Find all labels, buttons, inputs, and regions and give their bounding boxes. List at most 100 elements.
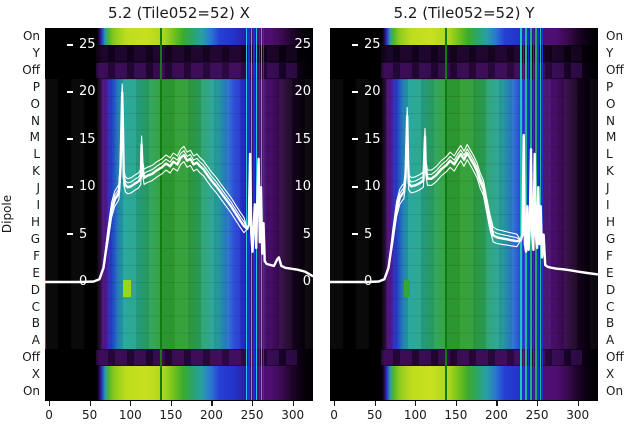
x-axis-right: 0 50 100 150 200 250 300 xyxy=(330,400,598,430)
dipole-label: N xyxy=(606,113,615,128)
inner-tick-label-right: 0 xyxy=(302,274,311,289)
dipole-label: E xyxy=(606,265,614,280)
heatmap-panel-x: 25 25 20 20 15 15 10 10 5 5 0 0 xyxy=(45,28,313,401)
inner-tick-label: 25 xyxy=(364,37,381,52)
dipole-label: G xyxy=(30,231,40,246)
dipole-label: Off xyxy=(22,62,40,77)
dipole-label: On xyxy=(22,29,40,43)
dipole-label: X xyxy=(31,367,40,382)
dipole-label: On xyxy=(606,29,624,43)
dipole-label: Off xyxy=(606,62,624,77)
dipole-label: H xyxy=(30,215,40,229)
x-tick-mark xyxy=(170,401,173,406)
heatmap-panel-y: 25 20 15 10 5 0 xyxy=(330,28,598,401)
x-tick-mark xyxy=(89,401,91,406)
inner-tick-mark xyxy=(67,185,73,188)
x-tick-label: 150 xyxy=(444,408,468,422)
marker-cell xyxy=(403,279,411,297)
inner-tick-mark xyxy=(352,138,358,141)
inner-axis-tick: 10 xyxy=(352,179,381,195)
dipole-label: D xyxy=(30,282,40,297)
dipole-label: C xyxy=(606,299,615,314)
inner-axis-tick: 10 xyxy=(67,179,96,195)
x-tick-label: 250 xyxy=(240,408,264,422)
dipole-label: Off xyxy=(606,350,624,365)
dipole-label: C xyxy=(31,299,40,314)
inner-tick-label: 25 xyxy=(79,37,96,52)
heatmap-row-band-bright xyxy=(45,366,313,400)
dipole-label: On xyxy=(606,384,624,399)
inner-axis-tick: 5 xyxy=(67,227,87,243)
heatmap-stripe xyxy=(159,28,162,400)
heatmap-row-band-main xyxy=(330,78,598,350)
dipole-label: Y xyxy=(32,45,40,60)
x-tick-mark xyxy=(455,401,458,406)
inner-tick-mark xyxy=(67,138,73,141)
x-tick-mark xyxy=(374,401,376,406)
x-tick-label: 100 xyxy=(118,408,142,422)
inner-tick-mark xyxy=(352,185,358,188)
dipole-label: D xyxy=(606,282,616,297)
inner-axis-tick: 0 xyxy=(67,274,87,290)
inner-tick-label-right: 5 xyxy=(302,226,311,242)
x-tick-label: 200 xyxy=(200,408,223,422)
inner-axis-tick: 20 xyxy=(67,84,96,100)
dipole-label: X xyxy=(606,367,615,382)
inner-tick-mark xyxy=(67,90,73,93)
dipole-label: B xyxy=(606,316,615,331)
signal-curve-line xyxy=(330,111,598,283)
dipole-label: I xyxy=(606,198,610,213)
signal-curve xyxy=(45,83,313,284)
inner-tick-label: 10 xyxy=(364,179,381,195)
dipole-label: H xyxy=(606,215,616,229)
x-tick-mark xyxy=(292,401,294,406)
dipole-label: F xyxy=(33,248,40,263)
marker-cell xyxy=(122,279,132,297)
dipole-label: L xyxy=(33,147,40,162)
heatmap-stripe xyxy=(263,28,265,400)
dipole-label: E xyxy=(32,265,40,280)
dipole-axis-right: On Y Off P O N M L K J I H G F E D C B A Off X On xyxy=(606,0,640,440)
dipole-label: F xyxy=(606,248,613,263)
dipole-label: On xyxy=(22,384,40,399)
dipole-label: N xyxy=(31,113,40,128)
x-tick-mark xyxy=(496,401,498,406)
inner-tick-mark xyxy=(67,280,73,283)
inner-tick-label: 0 xyxy=(79,274,88,289)
panel-y-title: 5.2 (Tile052=52) Y xyxy=(393,4,535,22)
x-tick-label: 200 xyxy=(485,408,508,422)
dipole-label: K xyxy=(606,164,614,179)
dipole-label: P xyxy=(32,79,40,94)
dipole-label: J xyxy=(36,181,40,196)
inner-axis-tick: 15 xyxy=(67,132,96,148)
signal-curve-line xyxy=(45,87,313,283)
x-tick-mark xyxy=(49,401,51,406)
heatmap-stripe xyxy=(45,78,47,350)
dipole-label: I xyxy=(36,198,40,213)
x-tick-mark xyxy=(252,401,254,406)
x-tick-mark xyxy=(577,401,579,406)
x-tick-mark xyxy=(211,401,213,406)
x-tick-mark xyxy=(537,401,539,406)
x-tick-mark xyxy=(415,401,417,406)
heatmap-stripe xyxy=(246,28,247,400)
dipole-label: A xyxy=(606,333,615,348)
inner-tick-label-right: 20 xyxy=(294,84,311,100)
inner-axis-tick: 5 xyxy=(352,227,372,243)
inner-tick-label: 5 xyxy=(79,226,88,242)
inner-tick-mark xyxy=(352,280,358,283)
x-tick-label: 300 xyxy=(566,408,590,422)
heatmap-stripe xyxy=(542,28,544,400)
x-axis-left: 0 50 100 150 200 250 300 xyxy=(45,400,313,430)
inner-tick-mark xyxy=(67,233,73,236)
inner-tick-label-right: 15 xyxy=(294,131,311,147)
panel-x-title: 5.2 (Tile052=52) X xyxy=(108,4,250,22)
dipole-label: O xyxy=(606,96,616,111)
heatmap-stripe xyxy=(520,28,522,400)
heatmap-row-band-bright xyxy=(330,366,598,400)
dipole-label: P xyxy=(606,79,614,94)
dipole-label: G xyxy=(606,231,616,246)
x-tick-mark xyxy=(130,401,132,406)
x-tick-label: 50 xyxy=(82,408,98,422)
inner-tick-label-right: 10 xyxy=(294,179,311,195)
